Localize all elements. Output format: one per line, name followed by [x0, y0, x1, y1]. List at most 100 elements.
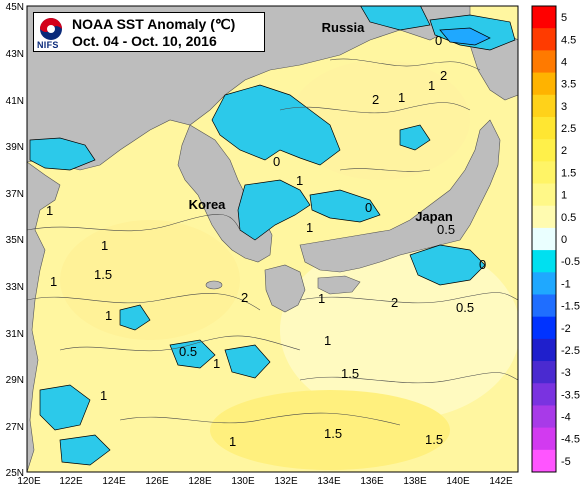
lat-tick-label: 25N [6, 468, 24, 479]
lat-tick-label: 31N [6, 329, 24, 340]
title-box: NIFS NOAA SST Anomaly (℃) Oct. 04 - Oct.… [33, 12, 265, 52]
warm-anomaly-region [60, 220, 240, 340]
contour-label: 1 [306, 220, 313, 235]
colorbar-tick-label: 3.5 [561, 79, 576, 91]
colorbar-tick-label: -2.5 [561, 345, 580, 357]
colorbar-swatch [532, 116, 556, 140]
lon-tick-label: 122E [59, 476, 83, 486]
map-title: NOAA SST Anomaly (℃) [72, 16, 236, 32]
contour-label-group: 2 1 0 0 1 1 2 1 1 0 0 1 0.5 1 1 2 1 1.5 … [46, 33, 486, 449]
latitude-axis: 45N 43N 41N 39N 37N 35N 33N 31N 29N 27N … [6, 2, 24, 479]
colorbar-swatch [532, 183, 556, 207]
lon-tick-label: 134E [317, 476, 341, 486]
contour-label: 1 [324, 333, 331, 348]
cool-anomaly-region [224, 344, 271, 379]
contour-label: 0 [365, 200, 372, 215]
nifs-logo-text: NIFS [37, 40, 59, 50]
colorbar-tick-label: -5 [561, 456, 571, 468]
lat-tick-label: 45N [6, 2, 24, 13]
contour-label: 1 [50, 274, 57, 289]
colorbar-tick-label: 3 [561, 101, 567, 113]
lon-tick-label: 124E [102, 476, 126, 486]
lon-tick-label: 140E [446, 476, 470, 486]
contour-label: 2 [440, 68, 447, 83]
colorbar-tick-label: -1.5 [561, 301, 580, 313]
colorbar-swatch [532, 316, 556, 340]
contour-label: 1.5 [425, 432, 443, 447]
colorbar-tick-label: -1 [561, 278, 571, 290]
colorbar-swatch [532, 449, 556, 473]
colorbar-tick-label: 0 [561, 234, 567, 246]
colorbar-swatch [532, 94, 556, 118]
lon-tick-label: 128E [188, 476, 212, 486]
cool-anomaly-region [119, 304, 151, 331]
contour-label: 1 [229, 434, 236, 449]
contour-label: 1 [428, 78, 435, 93]
colorbar-swatch [532, 72, 556, 96]
cool-anomaly-region [29, 137, 96, 171]
colorbar-swatch [532, 50, 556, 74]
contour-label: 0.5 [179, 344, 197, 359]
contour-label: 0 [435, 33, 442, 48]
land-china [27, 161, 61, 472]
nifs-logo-icon [40, 18, 62, 40]
contour-label: 1 [213, 356, 220, 371]
colorbar-tick-label: 5 [561, 12, 567, 24]
colorbar-tick-label: -3.5 [561, 389, 580, 401]
place-label-japan: Japan [415, 209, 453, 224]
colorbar-tick-label: 4 [561, 56, 567, 68]
colorbar-tick-label: -4 [561, 412, 571, 424]
contour-label: 0 [273, 154, 280, 169]
land-japan-shikoku [317, 275, 361, 295]
cool-anomaly-region [360, 6, 431, 31]
lat-tick-label: 41N [6, 96, 24, 107]
colorbar-swatch [532, 405, 556, 429]
warm-anomaly-region [210, 390, 450, 470]
contour-label: 1 [101, 238, 108, 253]
colorbar-swatch [532, 427, 556, 451]
colorbar-swatch [532, 338, 556, 362]
cool-anomaly-region [59, 434, 111, 466]
colorbar-tick-label: 2.5 [561, 123, 576, 135]
contour-label: 0.5 [437, 222, 455, 237]
colorbar-tick-label: 0.5 [561, 212, 576, 224]
colorbar-swatch [532, 361, 556, 384]
colorbar-swatch [532, 6, 556, 29]
colorbar-swatch [532, 139, 556, 162]
contour-label: 2 [241, 290, 248, 305]
contour-label: 1 [100, 388, 107, 403]
contour-label: 0.5 [456, 300, 474, 315]
place-label-russia: Russia [322, 20, 365, 35]
contour-label: 1 [398, 90, 405, 105]
contour-label: 1 [296, 173, 303, 188]
lat-tick-label: 39N [6, 142, 24, 153]
cool-anomaly-region [409, 244, 486, 286]
lon-tick-label: 120E [17, 476, 41, 486]
lon-tick-label: 130E [231, 476, 255, 486]
lon-tick-label: 132E [274, 476, 298, 486]
land-japan-kyushu [264, 264, 306, 313]
lat-tick-label: 43N [6, 49, 24, 60]
contour-label: 1.5 [324, 426, 342, 441]
colorbar-tick-label: -3 [561, 367, 571, 379]
lat-tick-label: 27N [6, 422, 24, 433]
lat-tick-label: 37N [6, 189, 24, 200]
place-label-korea: Korea [189, 197, 227, 212]
colorbar-tick-label: -0.5 [561, 256, 580, 268]
longitude-axis: 120E 122E 124E 126E 128E 130E 132E 134E … [17, 476, 513, 486]
lat-tick-label: 33N [6, 282, 24, 293]
cool-anomaly-region [309, 189, 381, 223]
cool-anomaly-region [211, 84, 341, 166]
colorbar-swatch [532, 28, 556, 51]
contour-label: 2 [372, 92, 379, 107]
cool-anomaly-region [439, 27, 491, 46]
contour-label: 1 [105, 308, 112, 323]
contour-label: 1.5 [341, 366, 359, 381]
colorbar: 5 4.5 4 3.5 3 2.5 2 1.5 1 0.5 0 -0.5 -1 -1.5 -2 -2.5 -3 -… [531, 5, 580, 473]
lon-tick-label: 136E [360, 476, 384, 486]
colorbar-swatch [532, 205, 556, 229]
colorbar-swatch [532, 161, 556, 185]
lat-tick-label: 35N [6, 235, 24, 246]
contour-label: 0 [479, 257, 486, 272]
colorbar-swatch [532, 250, 556, 273]
